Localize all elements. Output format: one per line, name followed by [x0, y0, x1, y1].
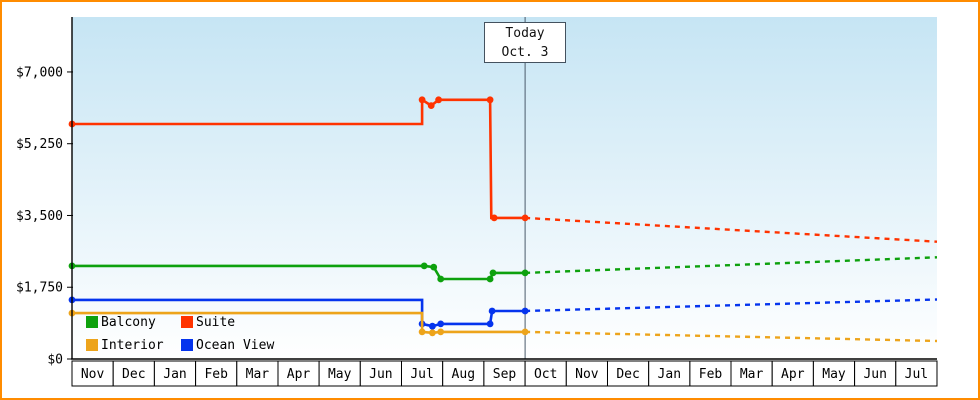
- price-point-interior: [521, 328, 529, 336]
- price-point-interior: [418, 328, 426, 336]
- y-tick-label: $7,000: [16, 65, 63, 80]
- price-point-suite: [490, 214, 498, 222]
- month-label: Sep: [493, 367, 517, 382]
- legend-swatch: [181, 316, 193, 328]
- month-label: Dec: [616, 367, 639, 382]
- series-suite: [68, 96, 938, 243]
- legend-swatch: [86, 339, 98, 351]
- month-label: Dec: [122, 367, 145, 382]
- series-balcony: [68, 256, 938, 283]
- plot-background: [72, 17, 937, 359]
- month-label: Nov: [81, 367, 105, 382]
- price-point-suite: [435, 96, 442, 104]
- month-cell: [277, 360, 320, 387]
- month-label: May: [328, 367, 352, 382]
- month-label: Feb: [699, 367, 723, 382]
- price-point-suite: [486, 96, 494, 104]
- forecast-line-interior: [525, 330, 938, 343]
- month-label: Jul: [410, 367, 433, 382]
- month-cell: [812, 360, 856, 387]
- legend-label: Suite: [196, 314, 236, 330]
- price-point-suite: [418, 96, 426, 104]
- forecast-line-ocean-view: [525, 298, 938, 313]
- price-point-balcony: [430, 263, 438, 271]
- month-label: Apr: [781, 367, 805, 382]
- legend-label: Balcony: [101, 314, 156, 330]
- y-tick-label: $3,500: [16, 209, 63, 224]
- month-label: Jan: [163, 367, 186, 382]
- price-point-balcony: [437, 275, 445, 283]
- month-label: Jul: [905, 367, 928, 382]
- legend-item-interior: Interior: [86, 337, 181, 353]
- month-label: Jun: [863, 367, 886, 382]
- today-label: Today: [505, 26, 545, 41]
- price-point-ocean-view: [437, 320, 445, 328]
- legend-item-balcony: Balcony: [86, 314, 181, 330]
- legend-label: Ocean View: [196, 337, 275, 353]
- month-cell: [648, 360, 691, 387]
- legend-swatch: [181, 339, 193, 351]
- legend-label: Interior: [101, 337, 164, 353]
- month-cell: [442, 360, 485, 387]
- month-label: Mar: [740, 367, 764, 382]
- chart-legend: Balcony Suite Interior Ocean View: [86, 314, 275, 353]
- history-line-interior: [72, 311, 526, 335]
- month-label: Nov: [575, 367, 599, 382]
- price-point-balcony: [521, 269, 529, 277]
- month-cell: [112, 360, 155, 387]
- price-point-ocean-view: [521, 307, 529, 315]
- price-point-ocean-view: [429, 322, 436, 330]
- price-point-balcony: [486, 275, 494, 283]
- legend-item-ocean-view: Ocean View: [181, 337, 275, 353]
- forecast-line-suite: [525, 216, 938, 243]
- today-label-box: Today Oct. 3: [484, 22, 566, 63]
- month-cell: [730, 360, 773, 387]
- today-date: Oct. 3: [501, 45, 549, 60]
- legend-item-suite: Suite: [181, 314, 274, 330]
- month-label: Feb: [204, 367, 228, 382]
- price-point-ocean-view: [486, 320, 494, 328]
- month-label: Aug: [452, 367, 475, 382]
- price-point-interior: [429, 329, 436, 337]
- forecast-line-balcony: [525, 256, 938, 275]
- month-cell: [318, 360, 361, 387]
- price-point-balcony: [489, 269, 497, 277]
- month-label: Mar: [246, 367, 270, 382]
- month-label: Jun: [369, 367, 392, 382]
- month-cell: [771, 360, 814, 387]
- price-point-interior: [437, 328, 445, 336]
- series-interior: [68, 309, 938, 343]
- history-line-suite: [72, 97, 526, 220]
- price-point-suite: [521, 214, 529, 222]
- month-cell: [895, 360, 938, 387]
- y-tick-label: $0: [47, 353, 63, 368]
- month-cell: [195, 360, 238, 387]
- month-label: Jan: [658, 367, 681, 382]
- month-label: May: [822, 367, 846, 382]
- price-point-balcony: [420, 262, 428, 270]
- month-cell: [71, 360, 114, 387]
- legend-swatch: [86, 316, 98, 328]
- month-label: Oct: [534, 367, 557, 382]
- price-point-suite: [427, 102, 435, 109]
- y-tick-label: $1,750: [16, 281, 63, 296]
- price-point-ocean-view: [488, 307, 496, 315]
- y-tick-label: $5,250: [16, 137, 63, 152]
- month-label: Apr: [287, 367, 311, 382]
